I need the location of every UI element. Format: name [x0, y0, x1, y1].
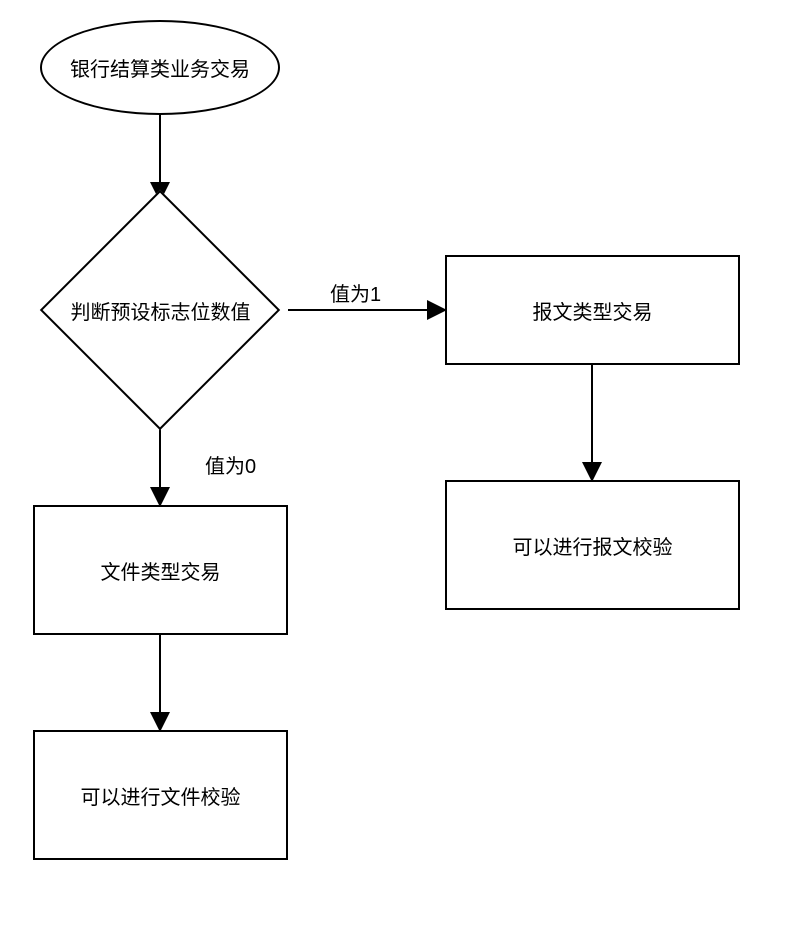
node-start-label: 银行结算类业务交易	[70, 53, 250, 82]
node-msg-type: 报文类型交易	[445, 255, 740, 365]
node-file-verify: 可以进行文件校验	[33, 730, 288, 860]
node-file-type-label: 文件类型交易	[101, 556, 221, 585]
node-msg-verify-label: 可以进行报文校验	[513, 531, 673, 560]
node-file-type: 文件类型交易	[33, 505, 288, 635]
flowchart-container: 银行结算类业务交易 判断预设标志位数值 报文类型交易 文件类型交易 可以进行报文…	[0, 0, 787, 925]
node-file-verify-label: 可以进行文件校验	[81, 781, 241, 810]
edge-label-value-0: 值为0	[205, 450, 256, 479]
node-start: 银行结算类业务交易	[40, 20, 280, 115]
node-decision: 判断预设标志位数值	[33, 200, 288, 420]
edge-label-value-1: 值为1	[330, 278, 381, 307]
node-decision-label: 判断预设标志位数值	[71, 296, 251, 325]
node-msg-verify: 可以进行报文校验	[445, 480, 740, 610]
node-msg-type-label: 报文类型交易	[533, 296, 653, 325]
